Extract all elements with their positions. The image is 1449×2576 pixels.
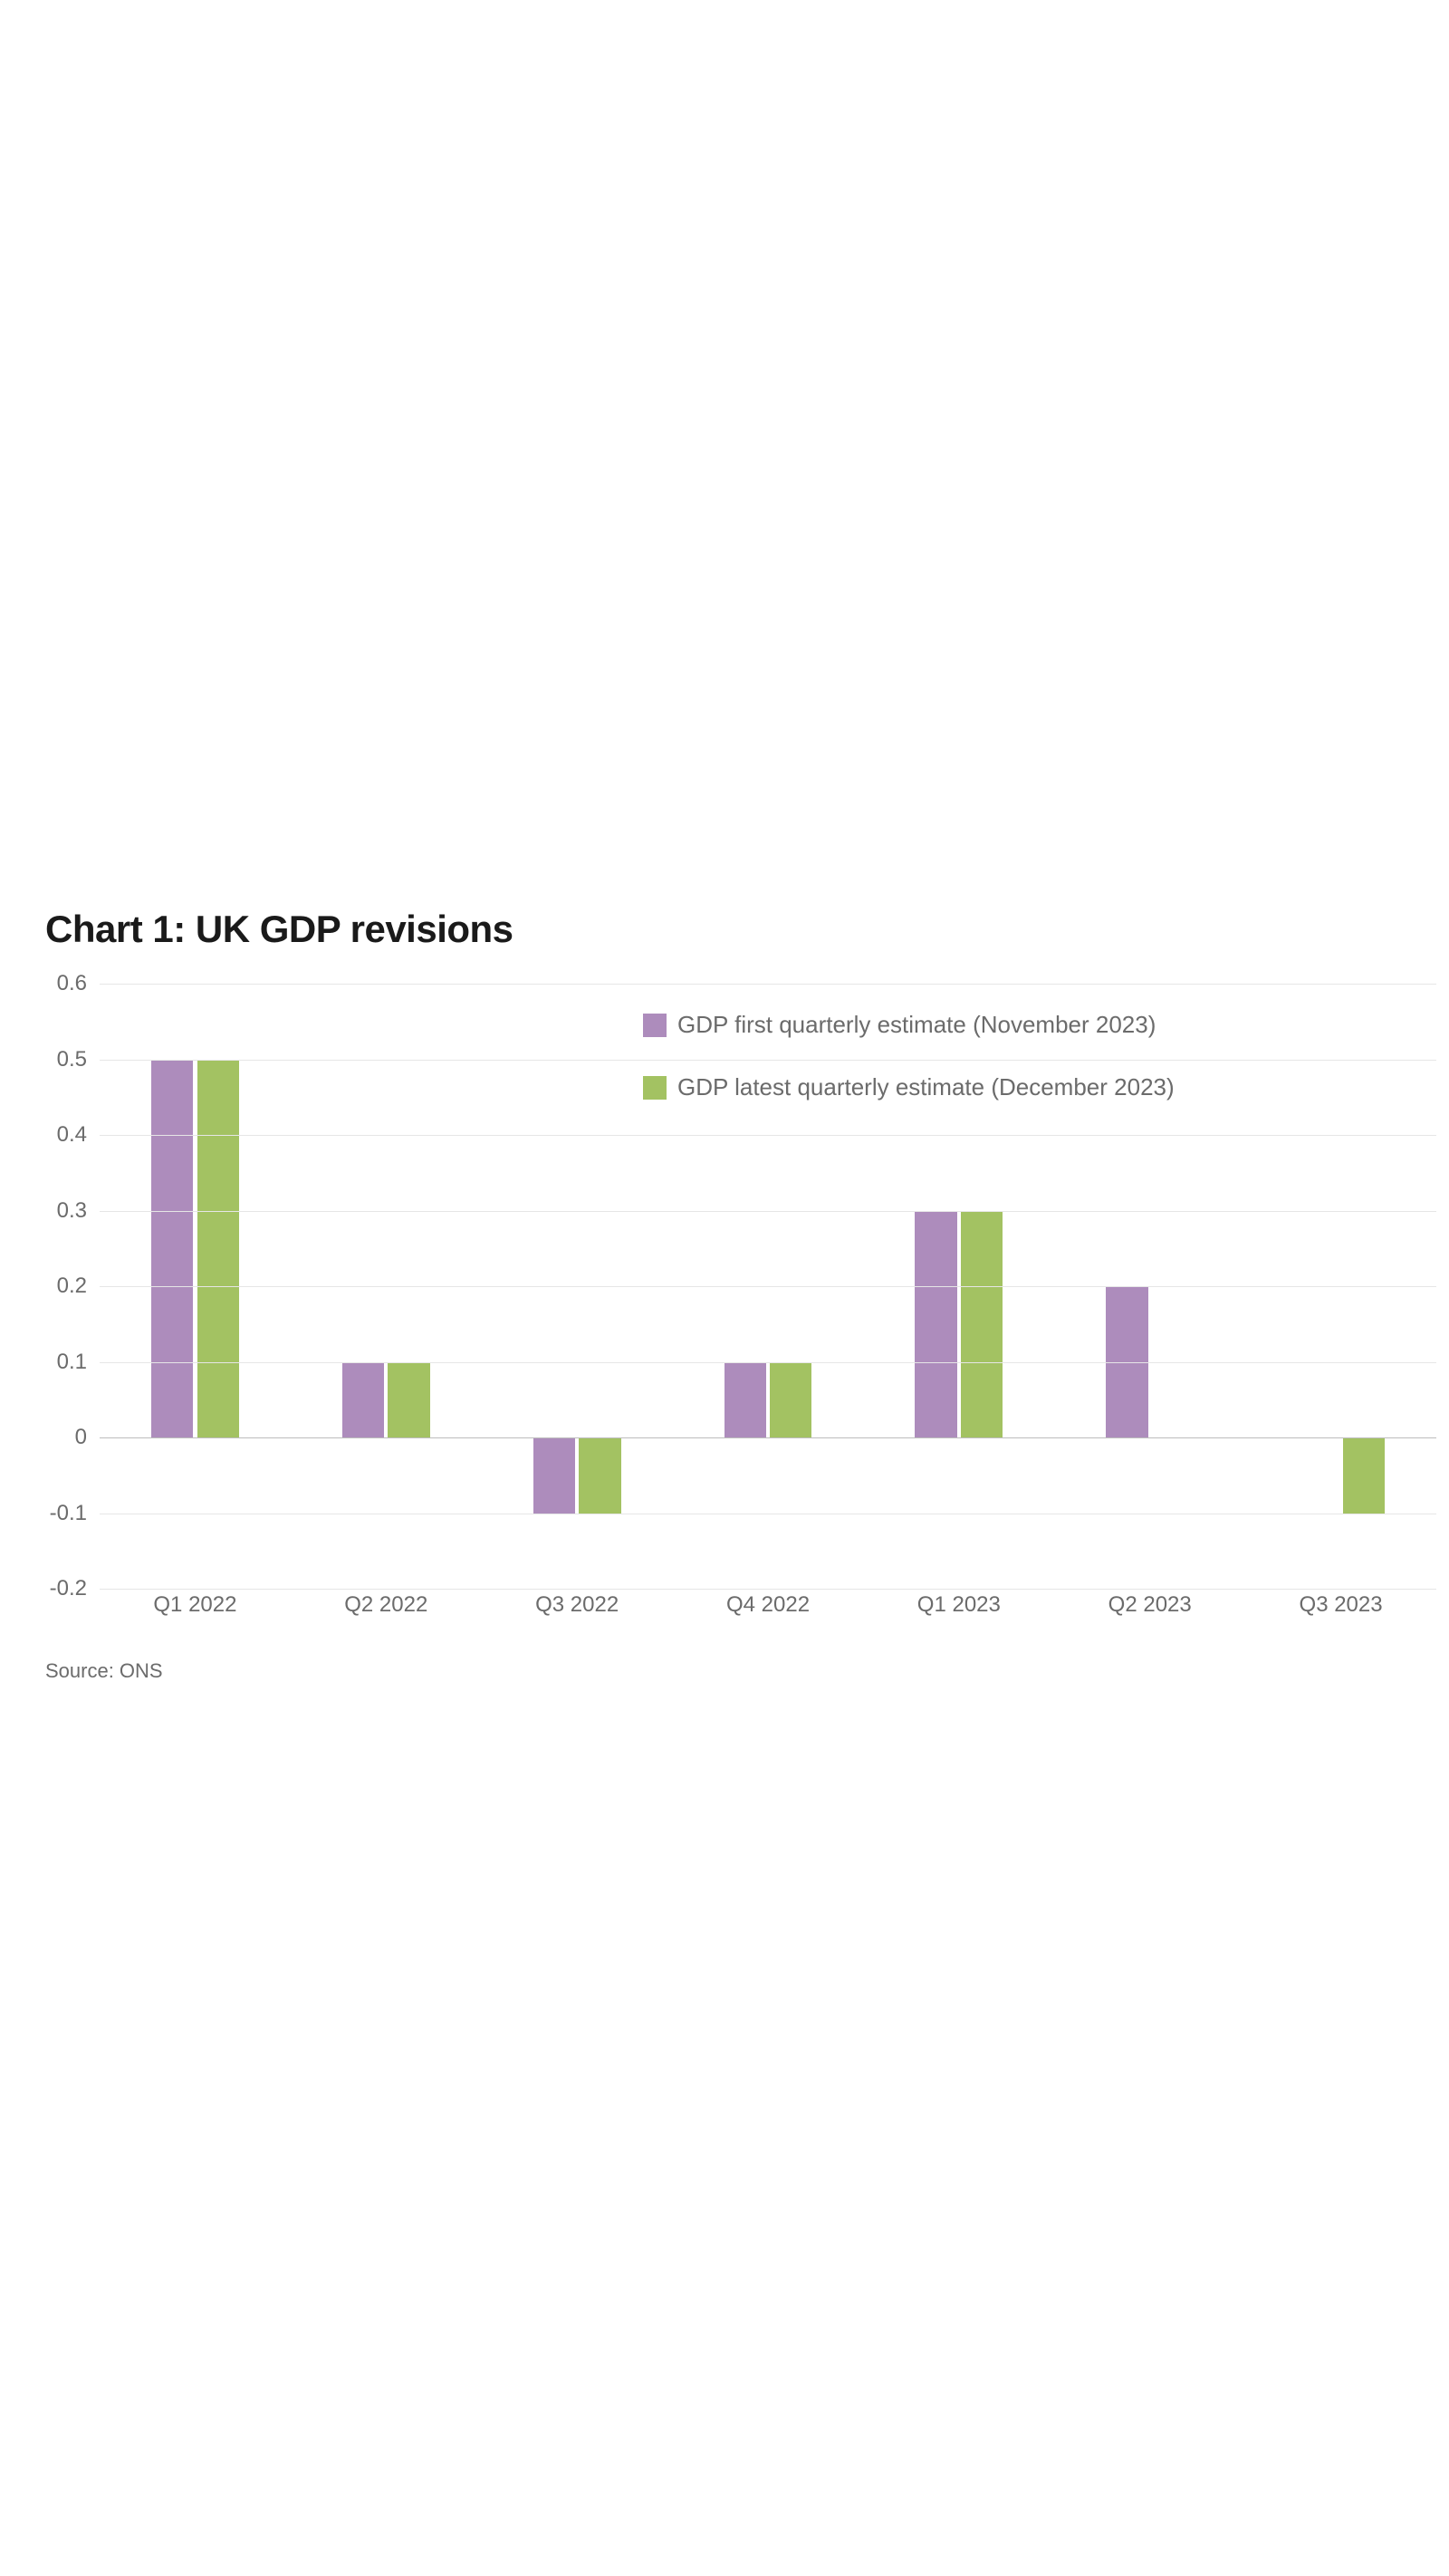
- gridline: [100, 1286, 1436, 1287]
- gridline: [100, 1362, 1436, 1363]
- page: Chart 1: UK GDP revisions GDP first quar…: [0, 0, 1449, 2576]
- gridline: [100, 1060, 1436, 1061]
- bar: [1343, 1437, 1385, 1514]
- y-tick-label: 0.1: [57, 1350, 100, 1375]
- chart-source: Source: ONS: [45, 1659, 1436, 1683]
- bar: [533, 1437, 575, 1514]
- legend-label: GDP latest quarterly estimate (December …: [677, 1073, 1175, 1101]
- bar: [197, 1060, 239, 1438]
- legend-swatch: [643, 1014, 667, 1037]
- y-tick-label: -0.1: [50, 1501, 100, 1526]
- bar: [770, 1362, 811, 1438]
- gridline: [100, 1589, 1436, 1590]
- gridline: [100, 1135, 1436, 1136]
- x-tick-label: Q1 2023: [917, 1592, 1001, 1618]
- x-tick-label: Q1 2022: [153, 1592, 236, 1618]
- y-tick-label: 0.5: [57, 1047, 100, 1072]
- y-tick-label: 0.3: [57, 1198, 100, 1224]
- x-tick-label: Q3 2022: [535, 1592, 619, 1618]
- legend-swatch: [643, 1076, 667, 1100]
- x-tick-label: Q3 2023: [1300, 1592, 1383, 1618]
- y-tick-label: 0.4: [57, 1122, 100, 1148]
- y-tick-label: 0.2: [57, 1274, 100, 1299]
- x-tick-label: Q2 2023: [1108, 1592, 1192, 1618]
- legend: GDP first quarterly estimate (November 2…: [643, 1011, 1175, 1136]
- bar: [151, 1060, 193, 1438]
- bar: [724, 1362, 766, 1438]
- bar: [961, 1211, 1003, 1438]
- gridline: [100, 984, 1436, 985]
- x-tick-label: Q4 2022: [726, 1592, 810, 1618]
- legend-item: GDP first quarterly estimate (November 2…: [643, 1011, 1175, 1039]
- x-tick-label: Q2 2022: [344, 1592, 427, 1618]
- bar: [342, 1362, 384, 1438]
- chart-plot: GDP first quarterly estimate (November 2…: [45, 984, 1436, 1618]
- y-tick-label: 0.6: [57, 971, 100, 996]
- y-tick-label: 0: [75, 1425, 100, 1450]
- x-axis-labels: Q1 2022 Q2 2022 Q3 2022 Q4 2022 Q1 2023 Q2 20…: [100, 1592, 1436, 1618]
- legend-label: GDP first quarterly estimate (November 2…: [677, 1011, 1156, 1039]
- legend-item: GDP latest quarterly estimate (December …: [643, 1073, 1175, 1101]
- plot-area: GDP first quarterly estimate (November 2…: [100, 984, 1436, 1589]
- gridline: [100, 1211, 1436, 1212]
- y-tick-label: -0.2: [50, 1576, 100, 1601]
- chart-title: Chart 1: UK GDP revisions: [45, 908, 1436, 951]
- bar: [388, 1362, 429, 1438]
- bar: [915, 1211, 956, 1438]
- zero-line: [100, 1437, 1436, 1438]
- bar: [579, 1437, 620, 1514]
- chart-container: Chart 1: UK GDP revisions GDP first quar…: [45, 908, 1436, 1683]
